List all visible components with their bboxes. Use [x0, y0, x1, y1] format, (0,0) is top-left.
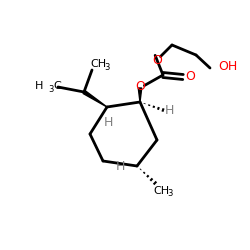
Text: OH: OH — [218, 60, 237, 72]
Text: O: O — [185, 70, 195, 84]
Text: O: O — [135, 80, 145, 94]
Text: 3: 3 — [48, 84, 54, 94]
Text: 3: 3 — [104, 62, 110, 72]
Text: C: C — [53, 81, 61, 91]
Text: H: H — [164, 104, 174, 117]
Text: CH: CH — [90, 59, 106, 69]
Text: H: H — [103, 116, 113, 128]
Text: O: O — [152, 54, 162, 66]
Polygon shape — [83, 90, 107, 107]
Text: H: H — [34, 81, 43, 91]
Text: 3: 3 — [167, 190, 173, 198]
Polygon shape — [138, 88, 142, 102]
Text: H: H — [115, 160, 125, 173]
Text: CH: CH — [153, 186, 169, 196]
